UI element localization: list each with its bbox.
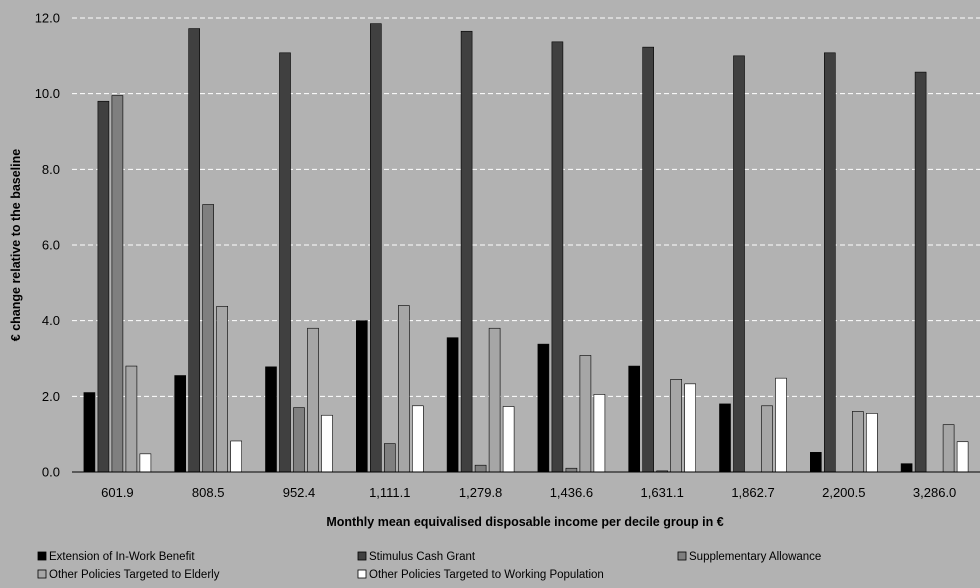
bar-supplementary-allowance-3 [383,443,396,473]
bar-supplementary-allowance-2 [293,407,305,473]
bar-extension-of-in-work-benefit-0 [83,392,96,473]
legend-swatch [357,569,367,579]
bar-stimulus-cash-grant-3 [369,23,382,473]
bar-other-policies-targeted-to-working-population-0 [139,453,152,473]
bar-stimulus-cash-grant-2 [279,52,291,473]
bar-other-policies-targeted-to-elderly-4 [488,327,501,473]
bar-extension-of-in-work-benefit-3 [355,320,368,473]
bar-extension-of-in-work-benefit-1 [174,375,186,473]
bar-other-policies-targeted-to-elderly-9 [942,424,955,473]
bar-stimulus-cash-grant-0 [97,100,110,473]
x-tick-label: 1,279.8 [459,485,502,500]
y-tick-label: 6.0 [42,238,60,253]
bar-stimulus-cash-grant-9 [914,71,927,473]
bar-other-policies-targeted-to-working-population-6 [684,383,697,473]
bar-extension-of-in-work-benefit-7 [719,403,731,473]
legend-label: Extension of In-Work Benefit [49,551,195,563]
bar-other-policies-targeted-to-elderly-2 [307,327,319,473]
y-axis: 0.0 2.0 4.0 6.0 8.0 10.0 12.0 [35,11,60,480]
legend-swatch [37,569,47,579]
legend-swatch [357,551,367,561]
legend-swatch [37,551,47,561]
legend-label: Other Policies Targeted to Elderly [49,569,220,581]
bar-other-policies-targeted-to-elderly-0 [125,365,138,473]
bar-extension-of-in-work-benefit-6 [628,365,641,473]
bar-other-policies-targeted-to-elderly-1 [216,305,228,473]
bar-other-policies-targeted-to-elderly-5 [579,355,592,473]
y-tick-label: 12.0 [35,11,60,26]
bar-stimulus-cash-grant-6 [642,46,655,473]
x-tick-label: 1,631.1 [641,485,684,500]
x-tick-label: 2,200.5 [822,485,865,500]
bar-stimulus-cash-grant-7 [733,55,745,473]
y-axis-title: € change relative to the baseline [9,149,23,341]
bar-supplementary-allowance-5 [565,467,578,473]
bar-other-policies-targeted-to-working-population-5 [593,394,606,473]
bar-extension-of-in-work-benefit-2 [265,366,277,473]
y-tick-label: 0.0 [42,465,60,480]
bar-supplementary-allowance-0 [111,95,124,473]
bar-stimulus-cash-grant-5 [551,41,564,473]
bar-other-policies-targeted-to-working-population-1 [230,440,242,473]
bar-extension-of-in-work-benefit-9 [900,463,913,473]
x-tick-label: 1,111.1 [369,485,410,500]
x-tick-label: 1,862.7 [731,485,774,500]
bar-other-policies-targeted-to-working-population-9 [956,441,969,473]
x-tick-label: 1,436.6 [550,485,593,500]
y-tick-label: 4.0 [42,313,60,328]
bar-stimulus-cash-grant-8 [823,52,836,473]
plot-area [83,23,969,473]
y-tick-label: 10.0 [35,86,60,101]
x-axis-title: Monthly mean equivalised disposable inco… [326,515,723,529]
x-tick-label: 3,286.0 [913,485,956,500]
x-tick-label: 601.9 [101,485,134,500]
bar-other-policies-targeted-to-elderly-7 [761,405,773,473]
legend-label: Other Policies Targeted to Working Popul… [369,569,604,581]
bar-other-policies-targeted-to-working-population-2 [321,414,333,473]
bar-other-policies-targeted-to-working-population-3 [411,405,424,473]
bar-other-policies-targeted-to-elderly-3 [397,305,410,473]
y-tick-label: 8.0 [42,162,60,177]
bar-other-policies-targeted-to-working-population-7 [775,377,787,473]
x-tick-label: 952.4 [283,485,316,500]
bar-extension-of-in-work-benefit-8 [809,452,822,473]
bar-other-policies-targeted-to-working-population-4 [502,406,515,473]
bar-stimulus-cash-grant-4 [460,30,473,473]
bar-extension-of-in-work-benefit-5 [537,343,550,473]
bar-stimulus-cash-grant-1 [188,28,200,473]
bar-supplementary-allowance-1 [202,204,214,473]
bar-other-policies-targeted-to-elderly-6 [670,379,683,473]
x-tick-label: 808.5 [192,485,225,500]
legend-label: Stimulus Cash Grant [369,551,476,563]
bar-supplementary-allowance-4 [474,464,487,473]
bar-other-policies-targeted-to-elderly-8 [851,411,864,473]
bar-extension-of-in-work-benefit-4 [446,337,459,473]
legend-label: Supplementary Allowance [689,551,821,563]
bar-other-policies-targeted-to-working-population-8 [865,413,878,473]
legend-swatch [677,551,687,561]
y-tick-label: 2.0 [42,389,60,404]
x-axis: 601.9 808.5 952.4 1,111.1 1,279.8 1,436.6 1,63… [101,485,956,500]
legend: Extension of In-Work Benefit Stimulus Cas… [37,551,821,581]
